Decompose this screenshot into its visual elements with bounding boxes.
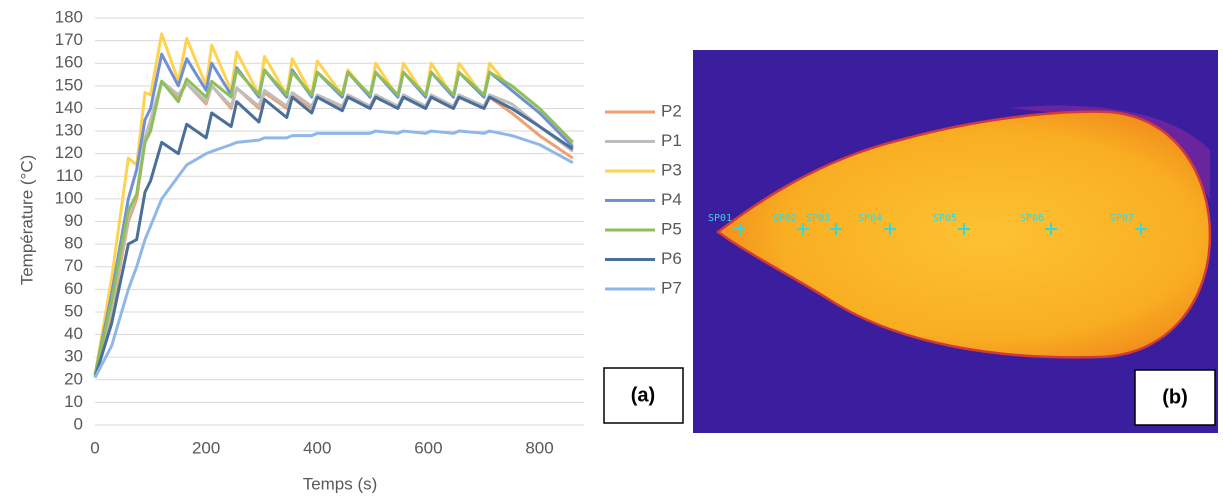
spot-label: SP03: [806, 213, 830, 224]
thermal-image: (b): [693, 50, 1218, 433]
y-tick-label: 140: [55, 98, 83, 117]
spot-label: SP02: [773, 213, 797, 224]
spot-label: SP06: [1020, 213, 1044, 224]
y-tick-label: 50: [64, 301, 83, 320]
y-tick-label: 30: [64, 347, 83, 366]
y-tick-label: 80: [64, 234, 83, 253]
y-tick-label: 100: [55, 188, 83, 207]
y-tick-label: 170: [55, 30, 83, 49]
x-tick-label: 200: [192, 438, 220, 457]
series-line: [93, 95, 574, 378]
y-tick-label: 60: [64, 279, 83, 298]
y-tick-label: 40: [64, 324, 83, 343]
y-tick-label: 90: [64, 211, 83, 230]
y-tick-label: 180: [55, 7, 83, 26]
spot-label: SP05: [933, 213, 957, 224]
legend-label: P3: [661, 160, 682, 179]
spot-label: SP07: [1110, 213, 1134, 224]
legend-label: P6: [661, 249, 682, 268]
panel-label: (a): [631, 384, 655, 406]
legend-label: P4: [661, 190, 682, 209]
series-line: [93, 68, 574, 376]
spot-label: SP01: [708, 213, 732, 224]
spot-marker: [884, 223, 896, 235]
y-tick-label: 0: [74, 414, 83, 433]
x-tick-label: 0: [90, 438, 99, 457]
spot-label: SP04: [858, 213, 882, 224]
x-tick-label: 800: [525, 438, 553, 457]
panel-box: [1134, 369, 1216, 426]
y-tick-label: 130: [55, 121, 83, 140]
spot-marker: [734, 223, 746, 235]
y-tick-label: 150: [55, 75, 83, 94]
legend-label: P1: [661, 131, 682, 150]
spot-marker: [958, 223, 970, 235]
x-tick-label: 600: [414, 438, 442, 457]
series-line: [93, 129, 574, 379]
legend-label: P5: [661, 219, 682, 238]
series-line: [93, 79, 574, 376]
y-tick-label: 120: [55, 143, 83, 162]
y-tick-label: 10: [64, 392, 83, 411]
x-tick-label: 400: [303, 438, 331, 457]
series-line: [93, 79, 574, 376]
legend-label: P2: [661, 101, 682, 120]
panel-label: (b): [1162, 386, 1188, 408]
spot-marker: [1135, 223, 1147, 235]
legend-label: P7: [661, 278, 682, 297]
y-axis-title: Température (°C): [17, 155, 36, 286]
y-tick-label: 20: [64, 369, 83, 388]
spot-marker: [1045, 223, 1057, 235]
x-axis-title: Temps (s): [303, 474, 378, 493]
y-tick-label: 70: [64, 256, 83, 275]
spot-marker: [830, 223, 842, 235]
spot-marker: [797, 223, 809, 235]
y-tick-label: 110: [56, 166, 83, 185]
y-tick-label: 160: [55, 53, 83, 72]
panel-box: [603, 367, 684, 424]
